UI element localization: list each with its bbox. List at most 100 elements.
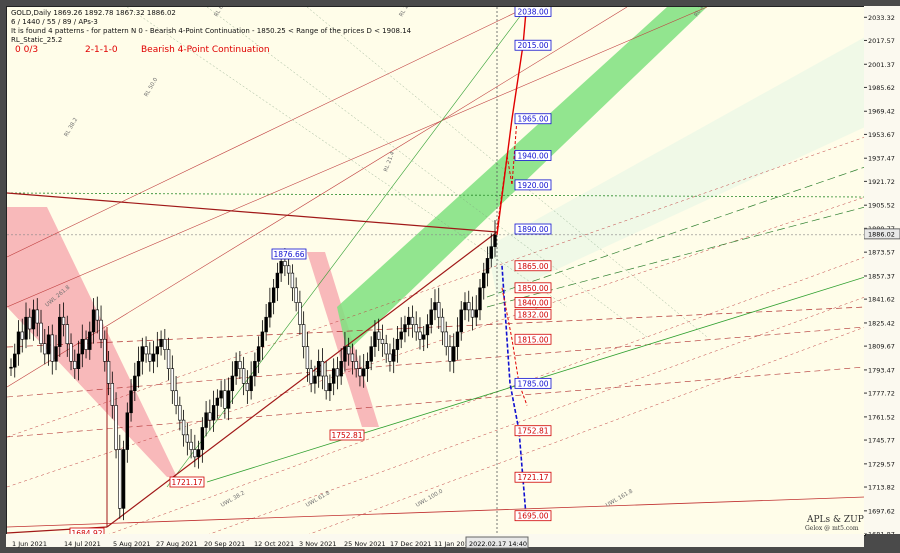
candle-body: [249, 375, 253, 392]
price-axis-ticks: 2033.32 2017.57 2001.37 1985.62 1969.42 1953.…: [863, 14, 900, 539]
candle-body: [16, 331, 21, 355]
fibo-ray-12: [7, 326, 865, 398]
candle-body: [178, 405, 182, 421]
price-label-box: [514, 150, 552, 161]
candle-body: [414, 324, 418, 333]
price-label: 1850.00: [517, 284, 548, 293]
candle-body: [106, 361, 111, 384]
x-tick-label: 1 Jun 2021: [12, 540, 47, 548]
candle-body: [54, 346, 58, 362]
plot-area[interactable]: 2038.00 2015.00 1965.00 1940.00 1920.00 1890.…: [6, 6, 866, 536]
candle-body: [422, 334, 426, 340]
price-label: 1840.00: [517, 299, 548, 308]
price-label-box: [514, 297, 552, 308]
candle-body: [155, 346, 160, 355]
candle-body: [99, 319, 103, 340]
fibo-label: UWL 61.8: [305, 490, 331, 509]
bear-zone-mid: [307, 252, 379, 427]
candle-body: [482, 272, 486, 289]
candle-body: [324, 375, 328, 392]
y-tick-label: 1905.52: [868, 202, 895, 210]
x-tick-label: 25 Nov 2021: [344, 540, 386, 548]
y-tick-label: 1777.72: [868, 390, 895, 398]
fibo-ray-17: [166, 7, 528, 488]
candle-body: [95, 309, 99, 321]
y-tick-label: 1969.42: [868, 108, 895, 116]
price-label-box: [514, 282, 552, 294]
y-tick-label: 1793.47: [868, 366, 895, 374]
price-label-box: [514, 7, 552, 17]
price-label-box: [514, 179, 552, 191]
fibo-ray-14: [486, 166, 865, 298]
price-label-box: [514, 510, 552, 522]
fibo-ray-13: [7, 366, 865, 438]
candle-body: [470, 309, 475, 318]
pivot-label-box: [271, 248, 307, 260]
price-label: 2038.00: [517, 7, 548, 16]
y-tick-label: 1681.87: [868, 531, 895, 535]
candle-body: [76, 353, 81, 369]
fibo-label: RL 50.0: [144, 76, 160, 98]
static-line: RL_Static_25.2: [11, 36, 63, 44]
y-tick-label: 1809.67: [868, 343, 895, 351]
fibo-ray-18: [7, 496, 865, 528]
candle-body: [279, 261, 283, 274]
y-tick-label: 1953.67: [868, 131, 895, 139]
cursor-date-box: [465, 536, 529, 549]
candle-body: [316, 361, 321, 377]
candle-body: [35, 309, 39, 324]
price-axis[interactable]: 2033.32 2017.57 2001.37 1985.62 1969.42 1953.…: [863, 6, 900, 539]
price-chart: 2038.00 2015.00 1965.00 1940.00 1920.00 1890.…: [7, 7, 865, 535]
settings-line: 6 / 1440 / 55 / 89 / APs-3: [11, 18, 98, 26]
pattern-name: Bearish 4-Point Continuation: [141, 45, 270, 55]
pivot-label-box: [329, 429, 365, 441]
candle-body: [226, 390, 231, 409]
candle-body: [403, 324, 407, 333]
candle-body: [260, 331, 265, 347]
pivot-label: 1721.17: [171, 478, 202, 487]
fibo-ray-1: [7, 196, 865, 488]
y-tick-label: 1873.57: [868, 249, 895, 257]
candle-body: [185, 434, 190, 443]
candle-body: [339, 361, 343, 377]
x-tick-label: 14 Jul 2021: [64, 540, 101, 548]
price-label-box: [514, 471, 552, 483]
price-label: 1940.00: [517, 151, 548, 160]
candle-body: [140, 346, 145, 362]
candle-body: [43, 343, 47, 355]
candle-body: [474, 309, 478, 318]
candle-body: [88, 331, 92, 350]
candle-body: [388, 353, 392, 362]
candle-body: [200, 427, 205, 450]
price-label-box: [514, 333, 552, 345]
price-label-box: [514, 223, 552, 235]
resistance-line: [7, 192, 498, 233]
candle-body: [253, 361, 257, 377]
candle-body: [264, 316, 268, 333]
time-axis[interactable]: 1 Jun 2021 14 Jul 2021 5 Aug 2021 27 Aug 20…: [6, 534, 864, 549]
candle-body: [493, 234, 497, 247]
cursor-date-label: 2022.02.17 14:40: [469, 540, 527, 548]
candle-body: [418, 331, 422, 340]
candle-body: [241, 368, 246, 384]
candle-body: [204, 412, 208, 428]
fibo-ray-3: [206, 296, 865, 535]
price-label: 1965.00: [517, 115, 548, 124]
candle-body: [437, 302, 441, 318]
light-channel: [487, 37, 865, 297]
fibo-ray-11: [7, 306, 865, 348]
candle-body: [9, 366, 13, 369]
y-tick-label: 1697.62: [868, 507, 895, 515]
price-label-box: [514, 308, 552, 320]
price-label: 1832.00: [517, 310, 548, 319]
candle-body: [181, 419, 186, 436]
candle-body: [24, 316, 28, 340]
candle-body: [61, 316, 66, 325]
fibo-ray-7: [7, 7, 528, 258]
candle-body: [343, 346, 347, 362]
fibo-ray-0: [7, 136, 865, 438]
candle-body: [133, 375, 137, 392]
x-tick-label: 3 Nov 2021: [299, 540, 337, 548]
pivot-label: 1876.66: [273, 250, 304, 259]
